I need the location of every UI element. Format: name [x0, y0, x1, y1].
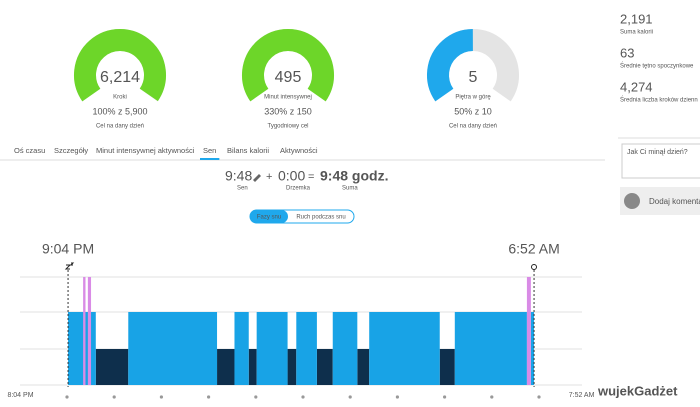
sleep-bound-label: 9:04 PM — [42, 241, 94, 257]
stat-value: 63 — [620, 45, 634, 60]
watermark: wujekGadżet — [597, 383, 678, 398]
hour-dot — [348, 395, 352, 399]
stat-label: Średnie tętno spoczynkowe — [620, 62, 694, 70]
stat-value: 4,274 — [620, 79, 653, 94]
x-tick-label: 8:04 PM — [7, 392, 33, 399]
gauge-value: 5 — [469, 69, 478, 86]
sleep-segment — [530, 312, 535, 385]
hour-dot — [395, 395, 399, 399]
hour-dot — [207, 395, 211, 399]
stat-label: Średnia liczba kroków dzienn — [620, 96, 698, 104]
sleep-segment — [217, 349, 235, 385]
total-time: 9:48 godz. — [320, 168, 388, 184]
tab[interactable]: Szczegóły — [54, 146, 88, 155]
sleep-segment — [287, 349, 297, 385]
gauge-label: Kroki — [113, 95, 127, 101]
gauge-fill — [74, 29, 166, 102]
toggle-option[interactable]: Fazy snu — [257, 215, 281, 221]
gauge-fill — [427, 29, 519, 102]
x-tick-label: 7:52 AM — [569, 392, 595, 399]
sleep-bound-label: 6:52 AM — [508, 241, 559, 257]
tab[interactable]: Sen — [203, 146, 216, 155]
gauge-fill — [242, 29, 334, 102]
sleep-segment — [316, 349, 333, 385]
tab-underline — [200, 158, 220, 160]
stat-value: 2,191 — [620, 11, 653, 26]
gauge-percent: 100% z 5,900 — [92, 106, 147, 116]
tab[interactable]: Minut intensywnej aktywności — [96, 146, 195, 155]
tab[interactable]: Bilans kalorii — [227, 146, 269, 155]
sleep-icon — [64, 262, 75, 270]
hour-dot — [537, 395, 541, 399]
stat-label: Suma kalorii — [620, 30, 653, 36]
nap-label: Drzemka — [286, 186, 311, 192]
sleep-segment — [87, 277, 92, 385]
edit-icon[interactable] — [253, 174, 261, 182]
sleep-segment — [95, 349, 129, 385]
gauge-note: Cel na dany dzień — [449, 124, 497, 130]
gauge-label: Piętra w górę — [455, 95, 491, 101]
hour-dot — [65, 395, 69, 399]
sleep-segment — [369, 312, 440, 385]
gauge-label: Minut intensywnej — [264, 95, 312, 101]
sleep-label: Sen — [237, 186, 248, 192]
sleep-segment — [439, 349, 455, 385]
sleep-segment — [234, 312, 249, 385]
equals-sign: = — [308, 171, 314, 183]
sleep-segment — [68, 312, 96, 385]
gauge-note: Tygodniowy cel — [267, 124, 308, 130]
sleep-segment — [526, 277, 531, 385]
comment-box[interactable] — [621, 143, 700, 179]
sleep-segment — [296, 312, 317, 385]
avatar-icon — [624, 193, 640, 209]
gauge-value: 6,214 — [100, 69, 140, 86]
tab[interactable]: Oś czasu — [14, 146, 45, 155]
sleep-segment — [332, 312, 358, 385]
gauge-percent: 50% z 10 — [454, 106, 492, 116]
sleep-time: 9:48 — [225, 168, 252, 184]
gauge-value: 495 — [275, 69, 302, 86]
plus-sign: + — [266, 171, 272, 183]
hour-dot — [254, 395, 258, 399]
nap-time: 0:00 — [278, 168, 305, 184]
sleep-segment — [128, 312, 218, 385]
hour-dot — [490, 395, 494, 399]
gauge-note: Cel na dany dzień — [96, 124, 144, 130]
hour-dot — [301, 395, 305, 399]
sleep-segment — [248, 349, 257, 385]
toggle-active[interactable] — [250, 210, 288, 223]
sleep-segment — [454, 312, 527, 385]
comment-button[interactable]: Dodaj komenta — [649, 197, 700, 206]
comment-placeholder: Jak Ci minął dzień? — [627, 149, 688, 156]
toggle-option[interactable]: Ruch podczas snu — [296, 215, 345, 221]
tab[interactable]: Aktywności — [280, 146, 318, 155]
sleep-segment — [357, 349, 370, 385]
sleep-segment — [256, 312, 288, 385]
gauge-percent: 330% z 150 — [264, 106, 312, 116]
alarm-icon — [531, 264, 537, 270]
hour-dot — [443, 395, 447, 399]
sleep-segment — [83, 277, 86, 385]
hour-dot — [159, 395, 163, 399]
total-label: Suma — [342, 186, 358, 192]
hour-dot — [112, 395, 116, 399]
